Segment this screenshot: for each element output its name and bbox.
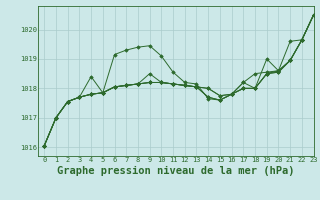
X-axis label: Graphe pression niveau de la mer (hPa): Graphe pression niveau de la mer (hPa) bbox=[57, 166, 295, 176]
